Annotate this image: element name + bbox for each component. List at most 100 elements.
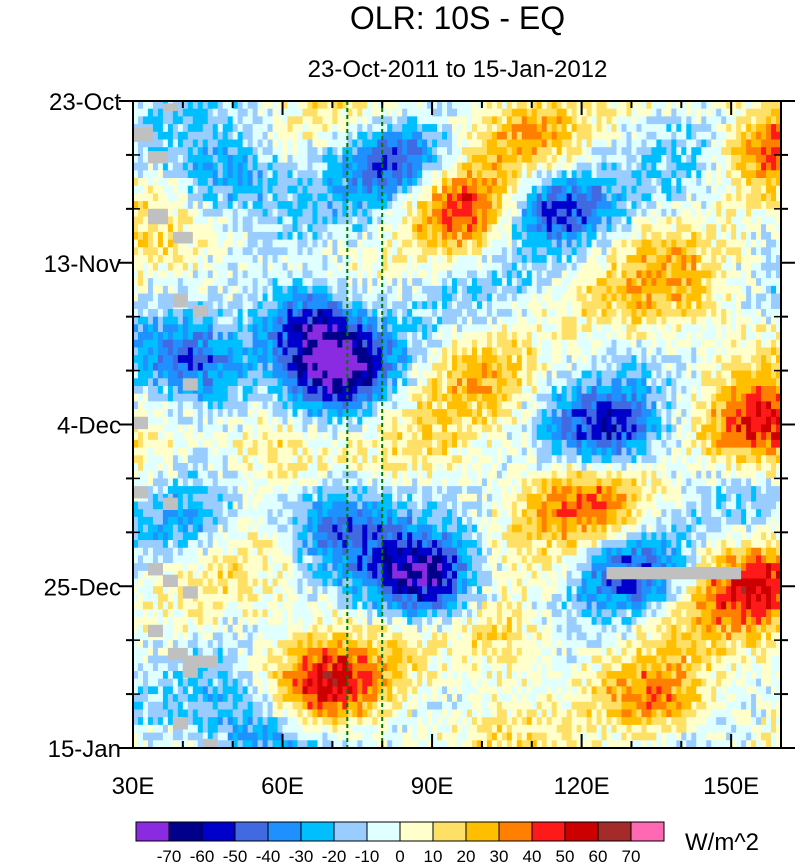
olr-cell xyxy=(681,239,687,248)
olr-cell xyxy=(701,224,707,233)
olr-cell xyxy=(362,116,368,125)
olr-cell xyxy=(212,370,219,379)
olr-cell xyxy=(556,216,563,225)
olr-cell xyxy=(272,362,279,372)
olr-cell xyxy=(681,193,687,202)
olr-cell xyxy=(232,308,239,318)
olr-cell xyxy=(681,208,687,218)
olr-cell xyxy=(711,162,717,171)
olr-cell xyxy=(317,355,324,364)
olr-cell xyxy=(147,385,154,395)
olr-cell xyxy=(162,370,169,379)
olr-cell xyxy=(427,301,433,310)
olr-cell xyxy=(262,393,269,402)
olr-cell xyxy=(182,247,189,256)
olr-cell xyxy=(142,116,149,125)
olr-cell xyxy=(222,255,229,264)
olr-cell xyxy=(626,378,633,387)
olr-cell xyxy=(177,285,184,295)
olr-cell xyxy=(751,262,757,272)
olr-cell xyxy=(751,370,757,379)
olr-cell xyxy=(606,185,613,195)
olr-cell xyxy=(566,108,573,117)
olr-cell xyxy=(437,139,443,148)
olr-cell xyxy=(347,208,353,218)
olr-cell xyxy=(372,385,378,395)
olr-cell xyxy=(187,108,194,117)
olr-cell xyxy=(506,170,513,179)
olr-cell xyxy=(501,224,508,233)
olr-cell xyxy=(402,362,408,372)
olr-cell xyxy=(726,347,732,356)
olr-cell xyxy=(272,393,279,402)
olr-cell xyxy=(267,178,274,187)
olr-cell xyxy=(327,285,333,295)
olr-cell xyxy=(746,332,752,341)
olr-cell xyxy=(237,208,244,218)
olr-cell xyxy=(317,347,324,356)
olr-cell xyxy=(491,208,498,218)
olr-cell xyxy=(292,193,299,202)
olr-cell xyxy=(461,247,468,256)
olr-cell xyxy=(337,285,343,295)
olr-cell xyxy=(412,147,418,156)
olr-cell xyxy=(172,108,179,117)
olr-cell xyxy=(457,362,463,372)
olr-cell xyxy=(272,231,279,241)
olr-cell xyxy=(367,385,373,395)
olr-cell xyxy=(751,385,757,395)
olr-cell xyxy=(422,316,428,325)
olr-cell xyxy=(317,116,324,125)
olr-cell xyxy=(676,216,682,225)
olr-cell xyxy=(322,139,328,148)
olr-cell xyxy=(771,154,777,164)
olr-cell xyxy=(716,362,722,372)
olr-cell xyxy=(267,355,274,364)
olr-cell xyxy=(157,393,164,402)
olr-cell xyxy=(187,208,194,218)
olr-cell xyxy=(536,162,543,171)
olr-cell xyxy=(641,247,648,256)
olr-cell xyxy=(352,193,358,202)
olr-cell xyxy=(262,154,269,164)
olr-cell xyxy=(417,285,423,295)
olr-cell xyxy=(711,332,717,341)
olr-cell xyxy=(147,247,154,256)
olr-cell xyxy=(133,285,139,295)
olr-cell xyxy=(182,324,189,333)
olr-cell xyxy=(771,385,777,395)
olr-cell xyxy=(417,262,423,272)
olr-cell xyxy=(711,139,717,148)
olr-cell xyxy=(292,347,299,356)
olr-cell xyxy=(322,278,328,287)
olr-cell xyxy=(576,347,583,356)
olr-cell xyxy=(272,255,279,264)
olr-cell xyxy=(776,162,782,171)
olr-cell xyxy=(506,108,513,117)
olr-cell xyxy=(362,355,368,364)
olr-cell xyxy=(611,162,618,171)
olr-cell xyxy=(392,170,398,179)
olr-cell xyxy=(501,278,508,287)
olr-cell xyxy=(481,339,488,349)
olr-cell xyxy=(152,362,159,372)
olr-cell xyxy=(217,370,224,379)
olr-cell xyxy=(292,101,299,110)
olr-cell xyxy=(392,332,398,341)
olr-cell xyxy=(212,262,219,272)
olr-cell xyxy=(152,285,159,295)
olr-cell xyxy=(556,332,563,341)
olr-cell xyxy=(531,324,538,333)
olr-cell xyxy=(701,108,707,117)
olr-cell xyxy=(417,324,423,333)
olr-cell xyxy=(611,270,618,279)
olr-cell xyxy=(471,154,478,164)
olr-cell xyxy=(511,201,518,210)
olr-cell xyxy=(387,332,393,341)
olr-cell xyxy=(372,170,378,179)
olr-cell xyxy=(392,193,398,202)
olr-cell xyxy=(162,285,169,295)
olr-cell xyxy=(661,216,667,225)
olr-cell xyxy=(741,262,747,272)
olr-cell xyxy=(751,301,757,310)
